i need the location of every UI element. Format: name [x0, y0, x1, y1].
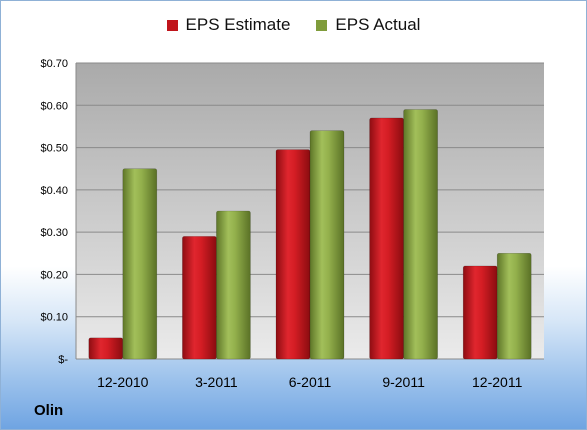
legend: EPS Estimate EPS Actual	[1, 15, 586, 35]
bars	[88, 109, 532, 360]
legend-label-estimate: EPS Estimate	[185, 15, 291, 34]
bar-actual	[403, 109, 438, 360]
y-axis: $- $0.10 $0.20 $0.30 $0.40 $0.50 $0.60 $0.70	[40, 58, 77, 366]
company-name: Olin	[34, 402, 64, 419]
y-tick-label: $0.40	[40, 185, 68, 197]
x-tick-label: 12-2010	[97, 374, 149, 390]
y-tick-label: $0.30	[40, 227, 68, 239]
bar-estimate	[369, 117, 404, 360]
legend-item-estimate: EPS Estimate	[166, 15, 291, 35]
bar-actual	[216, 210, 251, 360]
bar-estimate	[462, 265, 498, 360]
y-tick-label: $-	[58, 354, 68, 366]
y-tick-label: $0.70	[40, 58, 68, 70]
x-tick-label: 6-2011	[289, 374, 332, 390]
bar-estimate	[182, 236, 217, 360]
legend-item-actual: EPS Actual	[316, 15, 420, 35]
x-axis: 12-2010 3-2011 6-2011 9-2011 12-2011	[97, 374, 522, 390]
bar-estimate	[88, 337, 124, 360]
x-tick-label: 12-2011	[472, 374, 523, 390]
legend-swatch-estimate	[166, 19, 178, 31]
legend-swatch-actual	[316, 19, 328, 31]
bar-actual	[496, 252, 532, 360]
y-tick-label: $0.10	[40, 312, 68, 324]
bar-actual	[309, 130, 345, 360]
y-tick-label: $0.20	[40, 269, 68, 281]
x-tick-label: 9-2011	[382, 374, 425, 390]
x-tick-label: 3-2011	[195, 374, 238, 390]
y-tick-label: $0.50	[40, 143, 68, 155]
bar-actual	[122, 168, 158, 360]
y-tick-label: $0.60	[40, 100, 68, 112]
bar-estimate	[275, 149, 311, 360]
legend-label-actual: EPS Actual	[335, 15, 421, 34]
